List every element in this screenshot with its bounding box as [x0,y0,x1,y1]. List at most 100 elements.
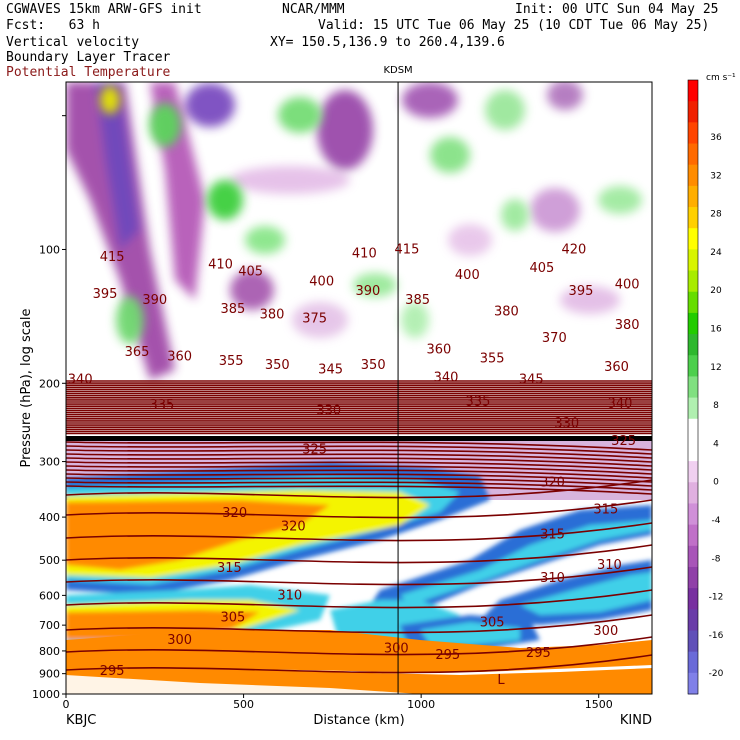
colorbar-swatch [688,524,698,547]
theta-label: 310 [540,571,565,586]
colorbar-swatch [688,122,698,145]
colorbar-swatch [688,461,698,483]
y-tick-label: 600 [39,589,60,602]
theta-label: 390 [142,293,167,308]
y-axis: 100 200 300 400 500 600 700 800 900 1000 [32,115,66,701]
colorbar-tick-label: 4 [713,439,719,449]
colorbar-frame [687,79,699,695]
plot-frame [65,81,653,695]
theta-label: 410 [208,257,233,272]
theta-contour-line [66,453,652,463]
valid-time: Valid: 15 UTC Tue 06 May 25 (10 CDT Tue … [318,18,710,33]
colorbar-tick-label: 8 [713,401,719,411]
colorbar-tick-label: 20 [710,286,722,296]
x-tick-label: 500 [233,698,254,711]
colorbar-swatch [688,397,698,420]
theta-label: 350 [265,358,290,373]
theta-contour-line [66,461,652,471]
theta-contour-line [66,481,652,491]
colorbar-swatch [688,312,698,335]
theta-label: 345 [318,362,343,377]
x-tick-label: 1000 [407,698,435,711]
station-marker-label: KDSM [383,65,412,76]
theta-label: 355 [219,354,244,369]
x-end-station: KIND [620,713,652,728]
theta-label: 400 [615,278,640,293]
theta-label: 365 [125,345,150,360]
colorbar: 36 32 28 24 20 16 12 8 4 0 -4 -8 -12 -16 -20 [687,79,724,695]
theta-label: 405 [529,261,554,276]
y-tick-label: 100 [39,243,60,256]
theta-contour-line [66,465,652,475]
colorbar-swatch [688,80,698,102]
theta-labels: 415 410 405 400 410 415 420 400 405 400 395 395 390 3… [68,242,640,688]
theta-label: 360 [167,349,192,364]
x-axis-label: Distance (km) [313,713,404,728]
theta-label: 370 [542,331,567,346]
theta-label: 305 [480,615,505,630]
theta-label: 300 [384,641,409,656]
colorbar-swatch [688,334,698,356]
theta-label: 325 [611,434,636,449]
theta-label: 380 [260,307,285,322]
theta-label: 390 [355,284,380,299]
theta-label: 320 [222,506,247,521]
theta-contour-line [66,445,652,455]
theta-label: 410 [352,246,377,261]
colorbar-swatch [688,503,698,526]
colorbar-swatch [688,588,698,610]
tropopause-band [66,436,652,441]
y-tick-label: 500 [39,554,60,567]
x-axis: 0 500 1000 1500 [63,694,613,711]
colorbar-swatch [688,143,698,166]
colorbar-tick-label: 24 [710,248,722,258]
colorbar-tick-label: -4 [712,516,721,526]
theta-label: 385 [221,302,246,317]
y-axis-label: Pressure (hPa), log scale [19,309,34,468]
theta-label: 400 [455,268,480,283]
theta-label: 320 [281,520,306,535]
colorbar-swatch [688,566,698,589]
colorbar-tick-label: 16 [710,325,722,335]
colorbar-tick-label: -20 [709,669,724,679]
center-label: NCAR/MMM [282,2,345,17]
theta-label: 335 [149,398,174,413]
colorbar-swatch [688,270,698,293]
theta-contour-line [66,473,652,483]
vertical-velocity-field [66,82,642,380]
colorbar-swatch [688,651,698,674]
colorbar-tick-label: -16 [709,631,724,641]
colorbar-swatch [688,609,698,631]
colorbar-unit: cm s⁻¹ [706,73,736,83]
theta-label: 295 [526,646,551,661]
colorbar-swatch [688,101,698,123]
theta-label: 405 [238,264,263,279]
colorbar-swatch [688,355,698,377]
theta-contour-line [66,457,652,467]
theta-label: 315 [593,503,618,518]
theta-contour-line [66,589,652,609]
theta-label: 335 [466,395,491,410]
theta-label: 295 [100,664,125,679]
colorbar-swatch [688,376,698,399]
theta-contour-line [66,479,652,499]
theta-label: 330 [554,416,579,431]
theta-contour-line [66,654,652,674]
theta-label: 395 [569,284,594,299]
theta-label: 375 [302,312,327,327]
y-tick-label: 200 [39,377,60,390]
theta-contour-line [66,566,652,586]
theta-label: 295 [435,648,460,663]
colorbar-tick-label: -12 [709,593,724,603]
colorbar-swatch [688,672,698,695]
theta-label: 340 [608,396,633,411]
theta-label: 360 [604,360,629,375]
colorbar-tick-label: 36 [710,133,722,143]
theta-label: 400 [309,274,334,289]
colorbar-swatch [688,185,698,208]
theta-label: 350 [361,358,386,373]
y-tick-label: 1000 [32,688,60,701]
theta-label: 300 [167,633,192,648]
y-tick-label: 800 [39,645,60,658]
